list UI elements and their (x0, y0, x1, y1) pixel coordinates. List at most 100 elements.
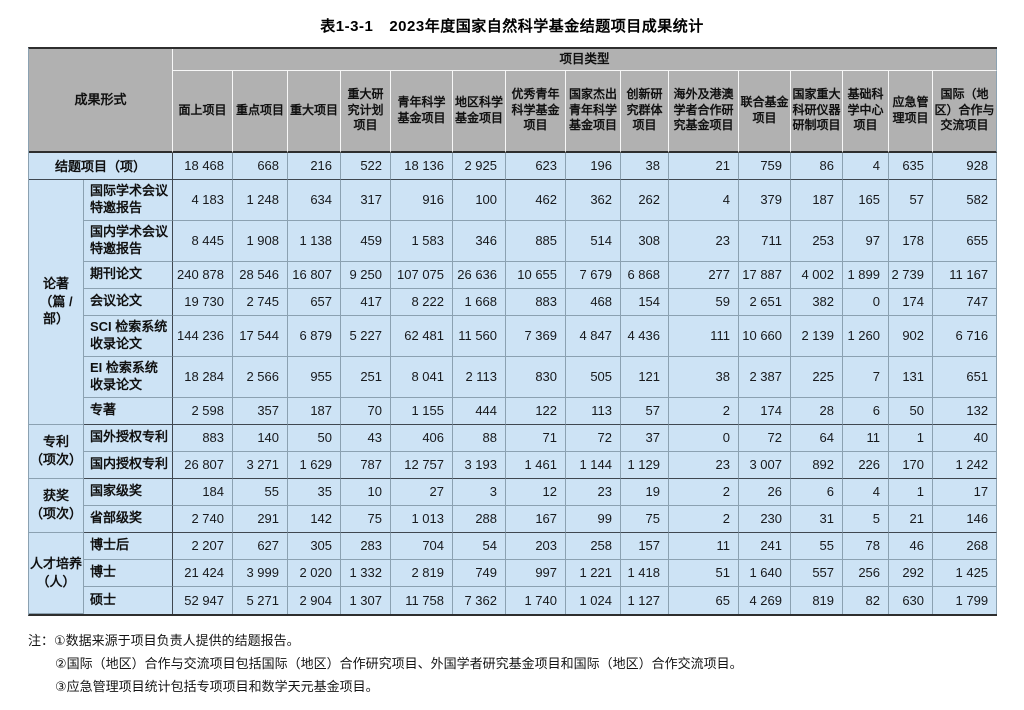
data-cell: 113 (566, 397, 622, 425)
data-cell: 226 (843, 451, 890, 479)
note-prefix: 注： (28, 632, 55, 648)
row-label: 省部级奖 (84, 505, 174, 533)
data-cell: 308 (621, 220, 670, 262)
data-cell: 86 (791, 152, 844, 180)
data-cell: 892 (791, 451, 844, 479)
data-cell: 97 (843, 220, 890, 262)
data-cell: 2 113 (453, 356, 507, 398)
data-cell: 187 (791, 179, 844, 221)
data-cell: 26 (739, 478, 792, 506)
data-cell: 3 007 (739, 451, 792, 479)
data-cell: 630 (889, 586, 934, 614)
data-cell: 52 947 (173, 586, 234, 614)
data-cell: 23 (566, 478, 622, 506)
data-cell: 16 807 (288, 261, 342, 289)
data-cell: 2 566 (233, 356, 289, 398)
page-title: 表1-3-1 2023年度国家自然科学基金结题项目成果统计 (28, 15, 996, 36)
data-cell: 174 (889, 288, 934, 316)
data-cell: 28 546 (233, 261, 289, 289)
data-cell: 11 758 (391, 586, 454, 614)
footnote-line-2: ②国际（地区）合作与交流项目包括国际（地区）合作研究项目、外国学者研究基金项目和… (28, 652, 996, 675)
data-cell: 122 (506, 397, 567, 425)
row-label: 博士 (84, 559, 174, 587)
data-cell: 1 583 (391, 220, 454, 262)
data-cell: 2 (669, 505, 740, 533)
footnote-line-3: ③应急管理项目统计包括专项项目和数学天元基金项目。 (28, 675, 996, 698)
data-cell: 1 013 (391, 505, 454, 533)
data-cell: 2 740 (173, 505, 234, 533)
data-cell: 2 (669, 397, 740, 425)
data-cell: 627 (233, 532, 289, 560)
data-cell: 1 242 (933, 451, 998, 479)
data-cell: 1 221 (566, 559, 622, 587)
data-cell: 57 (889, 179, 934, 221)
data-cell: 292 (889, 559, 934, 587)
data-cell: 140 (233, 424, 289, 452)
row-label: SCI 检索系统收录论文 (84, 315, 174, 357)
table-row: 硕士 52 947 5 271 2 904 1 307 11 758 7 362 1 740 1… (29, 586, 998, 614)
data-cell: 1 (889, 478, 934, 506)
data-cell: 0 (669, 424, 740, 452)
data-cell: 3 999 (233, 559, 289, 587)
data-cell: 251 (341, 356, 392, 398)
data-cell: 4 (669, 179, 740, 221)
row-group-label: 获奖 （项次） (29, 478, 84, 533)
table-row: SCI 检索系统收录论文 144 236 17 544 6 879 5 227 62 48… (29, 315, 998, 357)
data-cell: 216 (288, 152, 342, 180)
data-cell: 100 (453, 179, 507, 221)
data-cell: 1 024 (566, 586, 622, 614)
data-cell: 203 (506, 532, 567, 560)
table-title-text: 2023年度国家自然科学基金结题项目成果统计 (389, 18, 704, 35)
data-cell: 43 (341, 424, 392, 452)
column-header-6: 地区科学基金项目 (453, 70, 507, 153)
data-cell: 362 (566, 179, 622, 221)
data-cell: 132 (933, 397, 998, 425)
data-cell: 997 (506, 559, 567, 587)
data-cell: 4 436 (621, 315, 670, 357)
data-cell: 444 (453, 397, 507, 425)
row-label: 专著 (84, 397, 174, 425)
data-cell: 184 (173, 478, 234, 506)
data-cell: 17 (933, 478, 998, 506)
data-cell: 634 (288, 179, 342, 221)
column-header-9: 创新研究群体项目 (621, 70, 670, 153)
data-cell: 2 739 (889, 261, 934, 289)
data-cell: 2 925 (453, 152, 507, 180)
data-cell: 258 (566, 532, 622, 560)
statistics-table: 成果形式 项目类型 面上项目 重点项目 重大项目 重大研究计划项目 青年科学基金项目 地区… (28, 47, 998, 616)
data-cell: 4 847 (566, 315, 622, 357)
data-cell: 711 (739, 220, 792, 262)
data-cell: 406 (391, 424, 454, 452)
data-cell: 1 418 (621, 559, 670, 587)
data-cell: 6 716 (933, 315, 998, 357)
row-label: EI 检索系统收录论文 (84, 356, 174, 398)
header-columns-row: 面上项目 重点项目 重大项目 重大研究计划项目 青年科学基金项目 地区科学基金项目 优秀青年… (29, 70, 998, 153)
data-cell: 54 (453, 532, 507, 560)
table-row: 论著 （篇 / 部） 国际学术会议特邀报告 4 183 1 248 634 317 916 1… (29, 179, 998, 425)
column-header-11: 联合基金项目 (739, 70, 792, 153)
data-cell: 131 (889, 356, 934, 398)
data-cell: 75 (621, 505, 670, 533)
column-header-14: 应急管理项目 (889, 70, 934, 153)
data-cell: 1 740 (506, 586, 567, 614)
data-cell: 2 207 (173, 532, 234, 560)
data-cell: 2 819 (391, 559, 454, 587)
data-cell: 12 (506, 478, 567, 506)
table-row: 会议论文 19 730 2 745 657 417 8 222 1 668 883 468 154… (29, 288, 998, 316)
data-cell: 144 236 (173, 315, 234, 357)
data-cell: 72 (566, 424, 622, 452)
data-cell: 1 (889, 424, 934, 452)
data-cell: 50 (889, 397, 934, 425)
data-cell: 18 284 (173, 356, 234, 398)
table-row: 专利 （项次） 国外授权专利 883 140 50 43 406 88 71 72 37 0 72 64 1… (29, 424, 998, 479)
data-cell: 277 (669, 261, 740, 289)
data-cell: 28 (791, 397, 844, 425)
data-cell: 64 (791, 424, 844, 452)
data-cell: 955 (288, 356, 342, 398)
data-cell: 1 640 (739, 559, 792, 587)
data-cell: 19 730 (173, 288, 234, 316)
data-cell: 623 (506, 152, 567, 180)
data-cell: 2 904 (288, 586, 342, 614)
data-cell: 37 (621, 424, 670, 452)
data-cell: 749 (453, 559, 507, 587)
